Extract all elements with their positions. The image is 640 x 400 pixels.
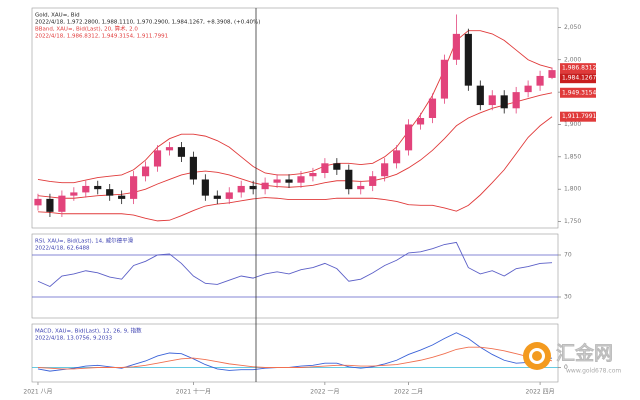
candle-body [297, 176, 305, 183]
candle-body [70, 192, 78, 196]
logo-core [532, 351, 542, 361]
price-label: 1,986.8312 [562, 65, 597, 72]
candle-body [488, 95, 496, 106]
candle-body [106, 189, 114, 196]
watermark-url: www.gold678.com [566, 368, 621, 375]
candle-body [452, 33, 460, 60]
band-lower [37, 116, 553, 222]
candle-body [153, 150, 162, 167]
line-series [37, 241, 553, 288]
candle-body [213, 195, 221, 199]
y-tick-label: 1,750 [564, 218, 581, 225]
candle-body [357, 185, 365, 190]
panel [31, 7, 559, 229]
y-tick-label: 30 [564, 294, 572, 301]
candle-body [333, 163, 341, 170]
panel-subtitle: 2022/4/18, 62.6488 [35, 246, 90, 252]
candle-body [369, 176, 377, 186]
candle-body [464, 33, 472, 86]
x-tick-label: 2022 四月 [525, 389, 554, 396]
x-tick-label: 2021 八月 [23, 389, 52, 396]
price-label-box [560, 111, 596, 122]
candle-body [428, 98, 437, 118]
price-label: 1,911.7991 [562, 113, 597, 120]
x-tick-label: 2022 二月 [394, 389, 423, 396]
panel-subtitle: 2022/4/18, 1,972.2800, 1,988.1110, 1,970… [35, 20, 260, 26]
candle-body [34, 198, 42, 206]
price-label-box [560, 63, 596, 74]
candle-body [165, 147, 174, 151]
panel-title: MACD, XAU=, Bid(Last), 12, 26, 9, 指数 [35, 327, 142, 335]
candle-body [393, 150, 401, 164]
candle-body [500, 95, 508, 109]
y-tick-label: 70 [564, 252, 572, 259]
candle-body [261, 182, 269, 190]
y-tick-label: 1,900 [564, 121, 581, 128]
candle-body [201, 179, 209, 196]
y-tick-label: 0 [564, 364, 568, 371]
candle-body [58, 195, 66, 212]
candle-body [82, 185, 90, 193]
panel-subtitle: 2022/4/18, 13.0756, 9.2033 [35, 336, 113, 342]
candle-body [512, 92, 520, 109]
watermark-name: 汇金网 [556, 342, 613, 365]
panel [31, 233, 559, 319]
candle-body [381, 163, 389, 177]
candle-body [404, 124, 413, 151]
candle-body [548, 70, 556, 78]
panel-title: Gold, XAU=, Bid [35, 13, 80, 19]
candle-body [416, 118, 425, 125]
x-tick-label: 2021 十一月 [176, 388, 211, 396]
y-tick-label: 1,800 [564, 186, 581, 193]
candle-body [536, 75, 544, 86]
line-series [37, 346, 553, 370]
band-title: BBand, XAU=, Bid(Last), 20, 算术, 2.0 [35, 25, 138, 33]
candle-body [118, 195, 126, 199]
band-upper [37, 30, 553, 184]
x-tick-label: 2022 一月 [310, 389, 339, 396]
candle-body [225, 192, 233, 199]
band-subtitle: 2022/4/18, 1,986.8312, 1,949.3154, 1,911… [35, 34, 168, 40]
panels: 1,7501,8001,8501,9001,9502,0002,050Gold,… [23, 7, 597, 396]
y-tick-label: 1,850 [564, 153, 581, 160]
candle-body [309, 173, 317, 177]
price-label-box [560, 73, 596, 84]
candle-body [177, 147, 186, 157]
y-tick-label: 2,000 [564, 56, 581, 63]
candle-body [237, 185, 245, 193]
band-middle [37, 92, 553, 199]
candle-body [345, 169, 353, 190]
candle-body [94, 185, 102, 190]
candle-body [46, 198, 54, 212]
price-label: 1,984.1267 [562, 75, 597, 82]
candle-body [249, 185, 257, 190]
candle-body [440, 59, 449, 99]
candle-body [130, 176, 138, 199]
panel-title: RSI, XAU=, Bid(Last), 14, 威尔德平滑 [35, 237, 134, 245]
candle-body [141, 166, 150, 177]
candle-body [285, 179, 293, 183]
candle-body [321, 163, 329, 173]
candle-body [476, 85, 484, 106]
panel [31, 323, 559, 383]
candle-body [189, 156, 197, 180]
candle-body [524, 85, 532, 93]
candle-body [273, 179, 281, 183]
y-tick-label: 2,050 [564, 24, 581, 31]
price-label: 1,949.3154 [562, 89, 597, 96]
price-label-box [560, 87, 596, 98]
